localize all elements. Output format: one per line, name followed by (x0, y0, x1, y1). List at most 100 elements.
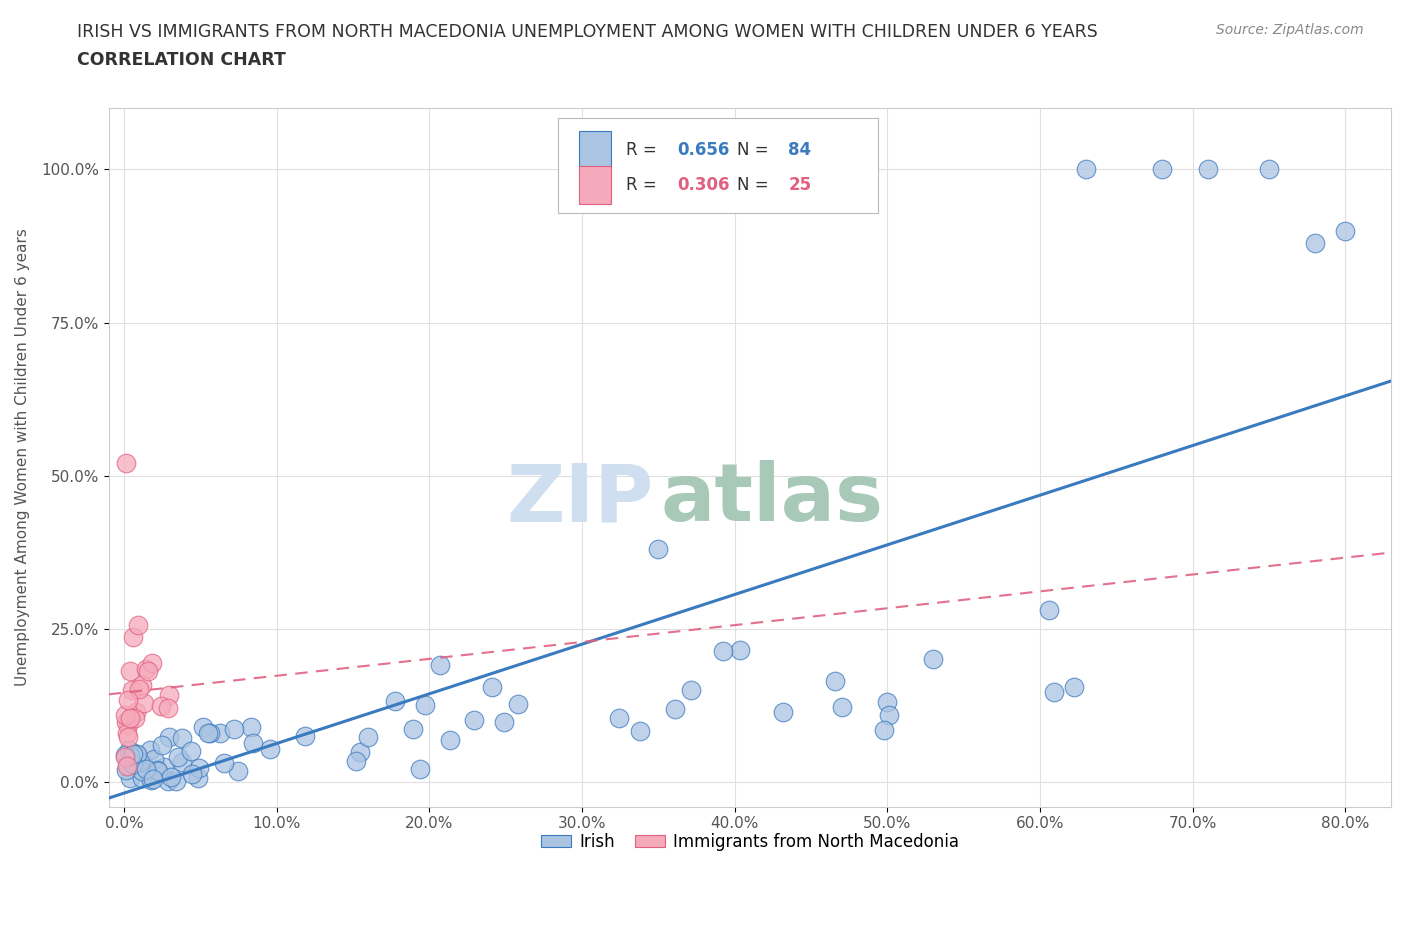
Point (138, 742, 160, 757)
Text: Source: ZipAtlas.com: Source: ZipAtlas.com (1216, 23, 1364, 37)
Point (1150, 162, 1173, 177)
Bar (579, 166, 612, 204)
Point (1063, 679, 1085, 694)
Point (165, 773, 187, 788)
Point (226, 764, 249, 778)
Point (131, 770, 153, 785)
Text: 25: 25 (789, 176, 811, 193)
Point (115, 714, 138, 729)
Point (152, 737, 174, 752)
Point (132, 755, 155, 770)
Point (402, 722, 425, 737)
Bar (579, 131, 612, 169)
Text: atlas: atlas (661, 460, 883, 538)
Point (180, 767, 202, 782)
Text: 0.306: 0.306 (676, 176, 730, 193)
Point (242, 736, 264, 751)
Point (876, 695, 898, 710)
Point (114, 750, 136, 764)
FancyBboxPatch shape (558, 118, 879, 213)
Point (481, 680, 503, 695)
Point (1257, 162, 1279, 177)
Point (349, 744, 371, 759)
Point (131, 764, 153, 778)
Point (117, 759, 139, 774)
Point (136, 663, 159, 678)
Point (772, 704, 794, 719)
Point (1074, 162, 1097, 177)
Point (711, 644, 734, 658)
Point (630, 724, 652, 738)
Point (118, 663, 141, 678)
Text: 0.656: 0.656 (676, 141, 730, 159)
Point (728, 643, 751, 658)
Point (294, 728, 316, 743)
Point (142, 772, 165, 787)
Point (121, 629, 143, 644)
Point (135, 763, 157, 777)
Point (129, 754, 152, 769)
Point (429, 658, 451, 672)
Text: ZIP: ZIP (506, 460, 654, 538)
Point (191, 720, 214, 735)
Point (180, 743, 202, 758)
Point (122, 747, 145, 762)
Point (127, 618, 149, 632)
Point (142, 751, 165, 766)
Point (1043, 684, 1066, 699)
Point (187, 761, 209, 776)
Point (135, 762, 157, 777)
Point (115, 725, 138, 740)
Point (197, 725, 219, 740)
Point (170, 730, 193, 745)
Point (357, 729, 380, 744)
Point (209, 725, 232, 740)
Point (198, 725, 221, 740)
Point (259, 741, 281, 756)
Point (384, 694, 406, 709)
Point (1334, 223, 1357, 238)
Point (145, 763, 167, 777)
Point (139, 773, 162, 788)
Point (118, 770, 141, 785)
Point (824, 673, 846, 688)
Point (120, 757, 142, 772)
Legend: Irish, Immigrants from North Macedonia: Irish, Immigrants from North Macedonia (534, 827, 966, 857)
Point (149, 698, 172, 713)
Text: 84: 84 (789, 141, 811, 159)
Point (160, 769, 183, 784)
Point (187, 771, 209, 786)
Point (156, 774, 179, 789)
Point (1038, 602, 1060, 617)
Point (222, 722, 245, 737)
Point (125, 704, 148, 719)
Point (1303, 235, 1326, 250)
Point (212, 755, 235, 770)
Point (492, 714, 515, 729)
Point (463, 713, 485, 728)
Point (115, 763, 138, 777)
Point (172, 754, 194, 769)
Point (921, 652, 943, 667)
Point (873, 723, 896, 737)
Point (679, 683, 702, 698)
Point (124, 711, 146, 725)
Point (118, 711, 141, 725)
Point (157, 701, 180, 716)
Point (152, 759, 174, 774)
Point (141, 656, 163, 671)
Point (135, 661, 157, 676)
Point (131, 677, 153, 692)
Text: IRISH VS IMMIGRANTS FROM NORTH MACEDONIA UNEMPLOYMENT AMONG WOMEN WITH CHILDREN : IRISH VS IMMIGRANTS FROM NORTH MACEDONIA… (77, 23, 1098, 41)
Point (132, 696, 155, 711)
Point (344, 753, 367, 768)
Y-axis label: Unemployment Among Women with Children Under 6 years: Unemployment Among Women with Children U… (15, 229, 30, 686)
Point (240, 720, 263, 735)
Point (114, 456, 136, 471)
Point (413, 698, 436, 712)
Point (607, 711, 630, 725)
Point (118, 751, 141, 766)
Point (118, 749, 141, 764)
Point (877, 707, 900, 722)
Point (117, 693, 139, 708)
